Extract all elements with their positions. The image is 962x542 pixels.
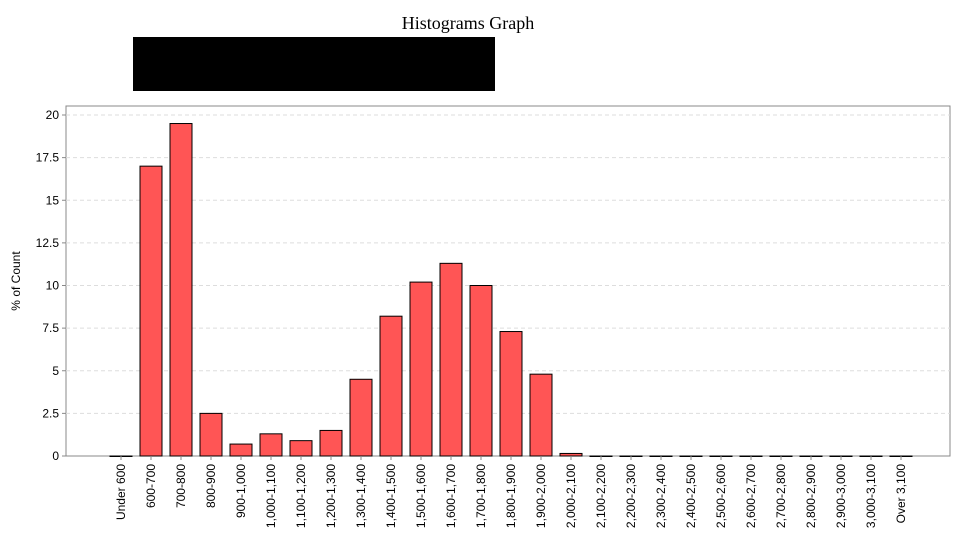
bar (319, 429, 343, 457)
x-tick-label: 1,600-1,700 (444, 464, 458, 528)
y-tick-label: 5 (52, 364, 59, 378)
bar (139, 165, 163, 457)
x-tick-label: 2,200-2,300 (624, 464, 638, 528)
bar (529, 373, 553, 457)
y-tick-label: 15 (46, 193, 60, 207)
x-tick-label: 1,800-1,900 (504, 464, 518, 528)
y-tick-label: 2.5 (42, 406, 59, 420)
y-tick-label: 7.5 (42, 321, 59, 335)
x-tick-label: 700-800 (174, 464, 188, 508)
x-tick-label: 800-900 (204, 464, 218, 508)
chart-title: Histograms Graph (401, 13, 535, 33)
x-tick-label: 900-1,000 (234, 464, 248, 518)
x-tick-label: 3,000-3,100 (864, 464, 878, 528)
x-tick-label: Over 3,100 (894, 464, 908, 524)
bars-group (109, 123, 913, 457)
bar (169, 123, 193, 457)
bar (349, 378, 373, 457)
x-tick-label: 2,900-3,000 (834, 464, 848, 528)
bar (199, 412, 223, 457)
y-tick-label: 0 (52, 449, 59, 463)
y-axis-ticks: 0 2.5 5 7.5 10 12.5 15 17.5 20 (36, 108, 66, 463)
x-tick-label: 2,100-2,200 (594, 464, 608, 528)
bar (289, 440, 313, 457)
x-tick-label: 600-700 (144, 464, 158, 508)
x-tick-label: 1,000-1,100 (264, 464, 278, 528)
bar (409, 281, 433, 457)
grid-lines (66, 114, 950, 414)
x-axis-ticks: Under 600 600-700 700-800 800-900 900-1,000 1… (114, 456, 908, 528)
x-tick-label: 2,800-2,900 (804, 464, 818, 528)
x-tick-label: 2,500-2,600 (714, 464, 728, 528)
x-tick-label: 1,100-1,200 (294, 464, 308, 528)
redaction-box (133, 37, 495, 91)
x-tick-label: 2,000-2,100 (564, 464, 578, 528)
x-tick-label: 1,500-1,600 (414, 464, 428, 528)
x-tick-label: 2,400-2,500 (684, 464, 698, 528)
x-tick-label: 1,300-1,400 (354, 464, 368, 528)
x-tick-label: 1,700-1,800 (474, 464, 488, 528)
bar (229, 443, 253, 457)
bar (559, 452, 583, 457)
bar (259, 433, 283, 457)
y-tick-label: 10 (46, 279, 60, 293)
y-tick-label: 20 (46, 108, 60, 122)
x-tick-label: 1,900-2,000 (534, 464, 548, 528)
bar (439, 262, 463, 457)
x-tick-label: 1,200-1,300 (324, 464, 338, 528)
bar (499, 331, 523, 457)
bar (379, 315, 403, 457)
x-tick-label: 2,600-2,700 (744, 464, 758, 528)
y-axis-label: % of Count (9, 251, 23, 311)
x-tick-label: 2,300-2,400 (654, 464, 668, 528)
x-tick-label: 2,700-2,800 (774, 464, 788, 528)
x-tick-label: Under 600 (114, 464, 128, 520)
x-tick-label: 1,400-1,500 (384, 464, 398, 528)
bar (469, 285, 493, 457)
y-tick-label: 12.5 (36, 236, 60, 250)
y-tick-label: 17.5 (36, 151, 60, 165)
